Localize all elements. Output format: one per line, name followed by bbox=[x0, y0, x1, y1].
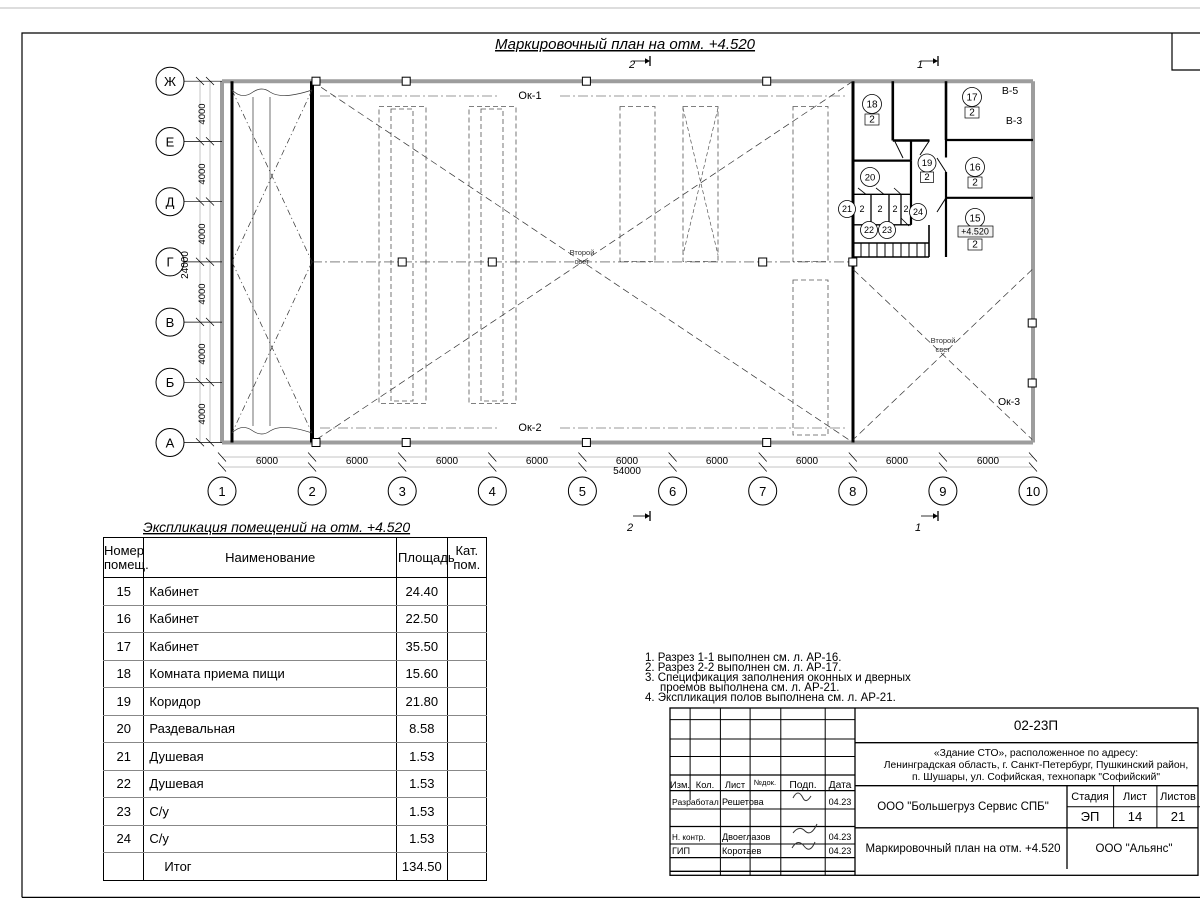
svg-text:Б: Б bbox=[166, 375, 175, 390]
svg-text:Лист: Лист bbox=[1123, 791, 1147, 803]
svg-text:2: 2 bbox=[924, 172, 929, 183]
svg-text:19: 19 bbox=[922, 158, 933, 169]
svg-text:А: А bbox=[166, 435, 175, 450]
svg-text:В-5: В-5 bbox=[1002, 85, 1019, 97]
svg-text:4: 4 bbox=[489, 484, 496, 499]
svg-text:Решетова: Решетова bbox=[722, 797, 765, 807]
svg-text:Н. контр.: Н. контр. bbox=[672, 833, 705, 842]
svg-text:1: 1 bbox=[218, 484, 225, 499]
svg-text:3: 3 bbox=[399, 484, 406, 499]
svg-text:Ленинградская область, г. Санк: Ленинградская область, г. Санкт-Петербур… bbox=[884, 759, 1188, 771]
svg-text:6000: 6000 bbox=[346, 456, 369, 467]
svg-text:Кол.: Кол. bbox=[696, 780, 714, 790]
svg-text:4000: 4000 bbox=[197, 283, 208, 304]
svg-text:21: 21 bbox=[842, 204, 852, 214]
svg-text:17: 17 bbox=[966, 92, 978, 103]
svg-text:Ок-3: Ок-3 bbox=[998, 396, 1020, 408]
svg-text:6000: 6000 bbox=[526, 456, 549, 467]
svg-text:«Здание СТО», расположенное по: «Здание СТО», расположенное по адресу: bbox=[934, 748, 1138, 759]
svg-text:2: 2 bbox=[869, 115, 875, 126]
svg-text:Г: Г bbox=[166, 255, 173, 270]
svg-text:2: 2 bbox=[903, 204, 908, 214]
svg-text:В: В bbox=[166, 315, 175, 330]
svg-text:Коротаев: Коротаев bbox=[722, 846, 761, 856]
svg-text:7: 7 bbox=[759, 484, 766, 499]
svg-text:ЭП: ЭП bbox=[1081, 809, 1100, 824]
svg-text:04.23: 04.23 bbox=[829, 797, 852, 807]
svg-text:6000: 6000 bbox=[706, 456, 729, 467]
svg-text:№док.: №док. bbox=[754, 778, 776, 787]
svg-text:4000: 4000 bbox=[197, 103, 208, 124]
svg-text:9: 9 bbox=[939, 484, 946, 499]
svg-text:+4.520: +4.520 bbox=[961, 227, 989, 237]
svg-text:Изм.: Изм. bbox=[670, 780, 690, 790]
svg-text:2: 2 bbox=[626, 522, 633, 534]
svg-text:Ок-2: Ок-2 bbox=[518, 422, 541, 434]
svg-text:2: 2 bbox=[969, 108, 975, 119]
svg-text:Второй: Второй bbox=[931, 336, 956, 345]
svg-text:6000: 6000 bbox=[796, 456, 819, 467]
svg-text:24: 24 bbox=[913, 207, 923, 217]
svg-text:22: 22 bbox=[864, 225, 874, 235]
svg-text:21: 21 bbox=[1171, 809, 1185, 824]
svg-text:5: 5 bbox=[579, 484, 586, 499]
svg-text:1: 1 bbox=[915, 522, 921, 534]
svg-text:04.23: 04.23 bbox=[829, 846, 852, 856]
svg-text:2: 2 bbox=[972, 240, 978, 251]
svg-text:4000: 4000 bbox=[197, 343, 208, 364]
svg-text:Второй: Второй bbox=[570, 248, 595, 257]
svg-text:Стадия: Стадия bbox=[1071, 791, 1109, 803]
svg-text:Дата: Дата bbox=[829, 780, 852, 791]
svg-text:ООО "Большегруз Сервис СПБ": ООО "Большегруз Сервис СПБ" bbox=[877, 801, 1049, 813]
svg-text:свет: свет bbox=[935, 345, 951, 354]
svg-text:15: 15 bbox=[969, 213, 981, 224]
svg-text:Двоеглазов: Двоеглазов bbox=[722, 832, 771, 842]
svg-text:24000: 24000 bbox=[180, 251, 191, 279]
svg-text:23: 23 bbox=[882, 225, 892, 235]
svg-text:6: 6 bbox=[669, 484, 676, 499]
svg-text:4000: 4000 bbox=[197, 163, 208, 184]
svg-text:Маркировочный план на отм. +4.: Маркировочный план на отм. +4.520 bbox=[495, 36, 756, 53]
svg-text:14: 14 bbox=[1128, 809, 1142, 824]
svg-text:Экспликация помещений на отм.: Экспликация помещений на отм. +4.520 bbox=[143, 519, 410, 535]
svg-text:2: 2 bbox=[877, 204, 882, 214]
svg-text:ООО "Альянс": ООО "Альянс" bbox=[1096, 843, 1173, 855]
svg-text:04.23: 04.23 bbox=[829, 832, 852, 842]
svg-text:В-3: В-3 bbox=[1006, 115, 1023, 127]
svg-text:свет: свет bbox=[574, 257, 590, 266]
svg-text:6000: 6000 bbox=[886, 456, 909, 467]
svg-text:Ж: Ж bbox=[164, 74, 176, 89]
svg-text:4. Экспликация полов выполнена: 4. Экспликация полов выполнена см. л. АР… bbox=[645, 692, 896, 704]
svg-text:Е: Е bbox=[166, 134, 175, 149]
svg-text:4000: 4000 bbox=[197, 223, 208, 244]
svg-text:18: 18 bbox=[866, 99, 878, 110]
svg-text:02-23П: 02-23П bbox=[1014, 718, 1058, 733]
svg-text:16: 16 bbox=[969, 162, 981, 173]
svg-text:п. Шушары, ул. Софийская, техн: п. Шушары, ул. Софийская, технопарк "Соф… bbox=[912, 771, 1160, 783]
svg-text:10: 10 bbox=[1026, 484, 1040, 499]
svg-text:Разработал: Разработал bbox=[672, 797, 719, 807]
svg-text:6000: 6000 bbox=[256, 456, 279, 467]
svg-text:4000: 4000 bbox=[197, 403, 208, 424]
svg-text:6000: 6000 bbox=[977, 456, 1000, 467]
svg-text:Ок-1: Ок-1 bbox=[518, 90, 541, 102]
svg-text:Маркировочный план на отм. +4.: Маркировочный план на отм. +4.520 bbox=[865, 843, 1060, 855]
svg-text:Листов: Листов bbox=[1160, 791, 1196, 803]
svg-text:2: 2 bbox=[859, 204, 864, 214]
svg-text:Д: Д bbox=[166, 195, 175, 210]
svg-text:Лист: Лист bbox=[725, 780, 746, 790]
svg-text:2: 2 bbox=[972, 178, 978, 189]
svg-text:Подп.: Подп. bbox=[789, 780, 816, 791]
svg-text:54000: 54000 bbox=[613, 466, 641, 477]
svg-text:8: 8 bbox=[849, 484, 856, 499]
svg-text:ГИП: ГИП bbox=[672, 846, 690, 856]
svg-text:6000: 6000 bbox=[436, 456, 459, 467]
svg-text:2: 2 bbox=[892, 204, 897, 214]
svg-text:2: 2 bbox=[308, 484, 315, 499]
svg-text:20: 20 bbox=[865, 172, 876, 183]
